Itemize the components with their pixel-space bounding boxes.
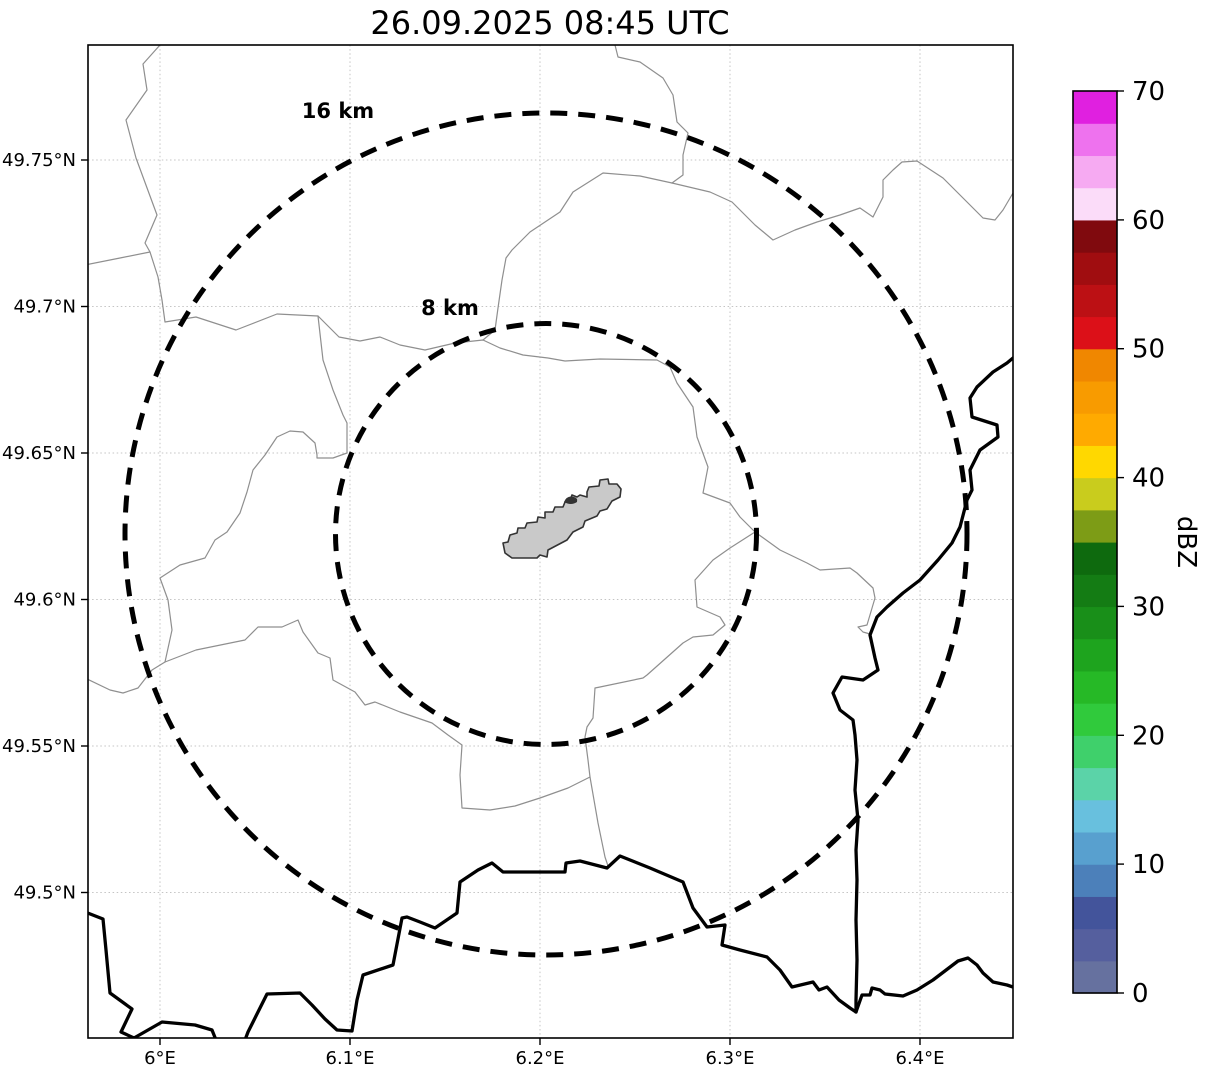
colorbar-cell (1073, 509, 1117, 543)
colorbar-cell (1073, 896, 1117, 930)
y-tick-label: 49.6°N (13, 590, 76, 611)
colorbar-cell (1073, 252, 1117, 285)
colorbar-tick-label: 20 (1132, 721, 1165, 751)
colorbar-cell (1073, 445, 1117, 479)
x-axis-labels: 6°E 6.1°E 6.2°E 6.3°E 6.4°E (144, 1048, 944, 1069)
y-tick-label: 49.75°N (2, 150, 76, 171)
grid-lines (88, 45, 1013, 1038)
axis-frame (87, 44, 1014, 1039)
colorbar-tick-label: 40 (1132, 464, 1165, 494)
colorbar-tick-marks (1117, 90, 1124, 994)
colorbar-cell (1073, 735, 1117, 769)
admin-border-path (88, 619, 591, 811)
colorbar-cell (1073, 316, 1117, 350)
country-border-lines (88, 356, 1013, 1038)
colorbar-tick-label: 70 (1132, 77, 1165, 107)
river-border-path (831, 356, 1013, 1014)
admin-border-path (159, 315, 348, 663)
range-ring-8km (333, 321, 759, 747)
x-tick-label: 6.3°E (706, 1048, 755, 1069)
range-ring-8km-label: 8 km (421, 296, 479, 320)
colorbar-axis-label: dBZ (1171, 516, 1201, 568)
colorbar-cell (1073, 864, 1117, 897)
admin-border-path (671, 160, 1013, 241)
colorbar-cell (1073, 413, 1117, 446)
colorbar-cell (1073, 670, 1117, 704)
colorbar-cells (1073, 91, 1117, 994)
x-tick-label: 6°E (144, 1048, 176, 1069)
x-tick-label: 6.1°E (326, 1048, 375, 1069)
airport-polygon (502, 478, 622, 559)
colorbar-cell (1073, 477, 1117, 511)
colorbar-tick-label: 60 (1132, 206, 1165, 236)
admin-border-path (584, 531, 756, 867)
radar-site-marker (564, 496, 578, 504)
y-tick-label: 49.65°N (2, 443, 76, 464)
colorbar-tick-label: 10 (1132, 850, 1165, 880)
admin-border-lines (88, 45, 1013, 867)
colorbar-cell (1073, 928, 1117, 962)
range-ring-16km-label: 16 km (302, 99, 374, 123)
admin-border-path (88, 251, 151, 266)
colorbar-cell (1073, 187, 1117, 221)
colorbar-cell (1073, 155, 1117, 189)
colorbar-cell (1073, 606, 1117, 640)
colorbar: 70 60 50 40 30 20 10 0 dBZ (1072, 77, 1201, 1009)
page-title: 26.09.2025 08:45 UTC (370, 4, 729, 42)
admin-border-path (754, 531, 876, 635)
colorbar-cell (1073, 831, 1117, 865)
colorbar-cell (1073, 91, 1117, 124)
admin-border-path (482, 172, 673, 341)
colorbar-tick-labels: 70 60 50 40 30 20 10 0 (1132, 77, 1165, 1009)
x-tick-label: 6.4°E (896, 1048, 945, 1069)
y-tick-label: 49.7°N (13, 297, 76, 318)
colorbar-cell (1073, 219, 1117, 253)
y-axis-labels: 49.75°N 49.7°N 49.65°N 49.6°N 49.55°N 49… (2, 150, 76, 904)
colorbar-cell (1073, 348, 1117, 382)
admin-border-path (125, 45, 756, 533)
colorbar-cell (1073, 380, 1117, 414)
range-ring-16km (122, 110, 970, 958)
y-tick-label: 49.5°N (13, 883, 76, 904)
colorbar-cell (1073, 960, 1117, 994)
colorbar-cell (1073, 799, 1117, 833)
y-tick-label: 49.55°N (2, 736, 76, 757)
colorbar-cell (1073, 703, 1117, 736)
colorbar-cell (1073, 123, 1117, 157)
colorbar-cell (1073, 542, 1117, 575)
admin-border-path (614, 45, 689, 184)
colorbar-cell (1073, 284, 1117, 318)
country-border-path (88, 854, 1013, 1038)
colorbar-outline (1072, 90, 1118, 994)
colorbar-cell (1073, 574, 1117, 608)
colorbar-cell (1073, 638, 1117, 672)
colorbar-cell (1073, 767, 1117, 801)
colorbar-tick-label: 50 (1132, 335, 1165, 365)
x-tick-label: 6.2°E (516, 1048, 565, 1069)
axis-tick-marks (81, 159, 921, 1045)
colorbar-tick-label: 0 (1132, 979, 1149, 1009)
colorbar-tick-label: 30 (1132, 592, 1165, 622)
